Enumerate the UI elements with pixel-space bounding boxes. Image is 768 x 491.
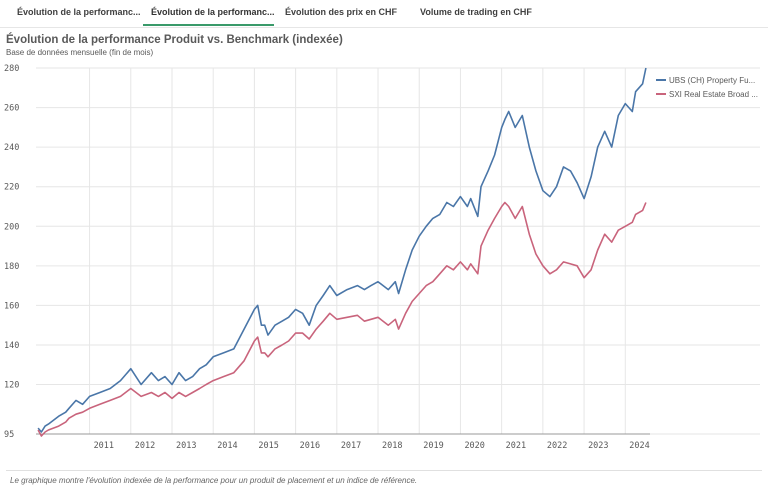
y-axis: 95 120 140 160 180 200 220 240 260 280 <box>4 64 19 440</box>
x-tick-label: 2018 <box>382 441 402 451</box>
x-tick-label: 2013 <box>176 441 196 451</box>
y-tick-label: 180 <box>4 262 19 272</box>
sheet-tabs: Évolution de la performanc... Évolution … <box>0 0 768 28</box>
x-tick-label: 2019 <box>423 441 443 451</box>
x-tick-label: 2014 <box>217 441 237 451</box>
y-tick-label: 220 <box>4 183 19 193</box>
x-tick-label: 2016 <box>300 441 320 451</box>
legend[interactable]: UBS (CH) Property Fu... SXI Real Estate B… <box>656 76 758 99</box>
y-tick-label: 95 <box>4 430 14 440</box>
series-line-1 <box>37 67 647 433</box>
legend-label: SXI Real Estate Broad ... <box>669 90 758 99</box>
chart-title: Évolution de la performance Produit vs. … <box>6 34 343 46</box>
series-lines <box>37 67 647 437</box>
y-tick-label: 260 <box>4 104 19 114</box>
active-tab-indicator <box>143 24 274 26</box>
footer-divider <box>6 470 762 471</box>
y-tick-label: 240 <box>4 143 19 153</box>
tab-price-chf[interactable]: Évolution des prix en CHF <box>285 7 398 17</box>
series-line-2 <box>37 201 647 437</box>
x-tick-label: 2012 <box>135 441 155 451</box>
tab-trading-volume[interactable]: Volume de trading en CHF <box>420 7 532 17</box>
legend-label: UBS (CH) Property Fu... <box>669 76 755 85</box>
x-tick-label: 2011 <box>94 441 114 451</box>
y-tick-label: 140 <box>4 341 19 351</box>
x-tick-label: 2017 <box>341 441 361 451</box>
x-tick-label: 2021 <box>506 441 526 451</box>
chart-subtitle: Base de données mensuelle (fin de mois) <box>6 48 154 57</box>
x-axis: 2011 2012 2013 2014 2015 2016 2017 2018 2019 2020… <box>36 433 650 451</box>
chart-footnote: Le graphique montre l'évolution indexée … <box>10 476 418 485</box>
x-tick-label: 2024 <box>629 441 649 451</box>
x-tick-label: 2022 <box>547 441 567 451</box>
y-tick-label: 160 <box>4 301 19 311</box>
y-tick-label: 200 <box>4 222 19 232</box>
y-tick-label: 120 <box>4 381 19 391</box>
x-tick-label: 2023 <box>588 441 608 451</box>
x-tick-label: 2015 <box>258 441 278 451</box>
tab-performance-2[interactable]: Évolution de la performanc... <box>151 7 275 17</box>
y-tick-label: 280 <box>4 64 19 74</box>
x-tick-label: 2020 <box>464 441 484 451</box>
tab-performance-1[interactable]: Évolution de la performanc... <box>17 7 141 17</box>
grid-lines <box>36 67 760 435</box>
